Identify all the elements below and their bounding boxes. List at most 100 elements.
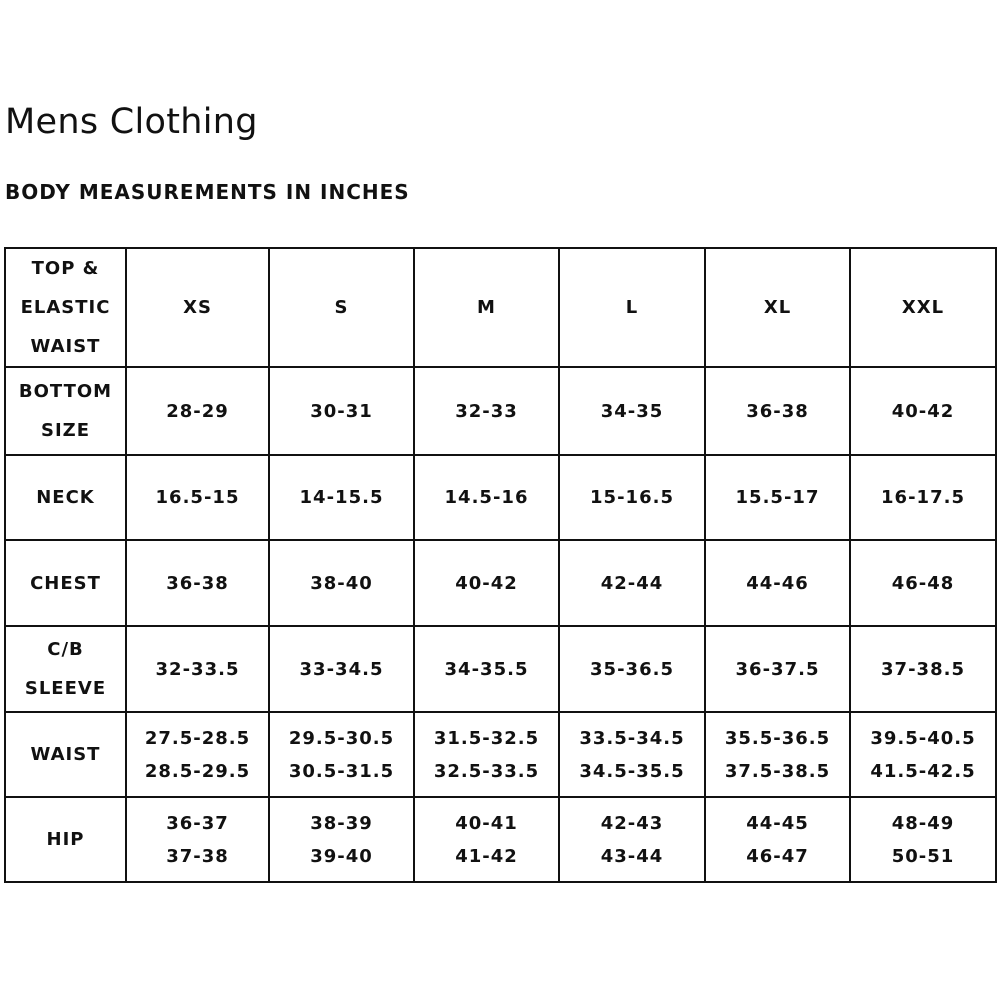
corner-header-line: ELASTIC <box>20 297 111 318</box>
measurement-value: 34-35.5 <box>444 658 529 680</box>
measurement-value: 44-45 <box>746 812 809 834</box>
size-header-cell: M <box>413 247 560 368</box>
measurement-cell: 31.5-32.5 32.5-33.5 <box>413 711 560 798</box>
measurement-cell: 37-38.5 <box>849 625 997 713</box>
measurement-value: 38-40 <box>310 572 373 594</box>
measurement-value: 32-33 <box>455 400 518 422</box>
measurement-value: 16.5-15 <box>155 487 240 508</box>
measurement-value: 38-39 <box>310 812 373 834</box>
measurement-value: 41.5-42.5 <box>870 760 976 782</box>
measurement-cell: 42-44 <box>558 539 706 627</box>
header-row: TOP & ELASTIC WAIST XS S M L XL XXL <box>4 247 997 368</box>
measurement-value: 50-51 <box>891 845 955 867</box>
measurement-cell: 48-49 50-51 <box>849 796 997 883</box>
corner-header-line: TOP & <box>31 258 100 279</box>
table-row: BOTTOM SIZE 28-29 30-31 32-33 34-35 36-38 40-42 <box>4 366 997 456</box>
measurement-cell: 33.5-34.5 34.5-35.5 <box>558 711 706 798</box>
measurement-value: 46-47 <box>746 845 809 867</box>
measurement-value: 33-34.5 <box>299 658 384 680</box>
measurement-cell: 34-35 <box>558 366 706 456</box>
row-label-cell: BOTTOM SIZE <box>4 366 127 456</box>
measurement-value: 46-48 <box>891 572 955 594</box>
measurement-cell: 16-17.5 <box>849 454 997 541</box>
measurement-cell: 34-35.5 <box>413 625 560 713</box>
measurement-cell: 27.5-28.5 28.5-29.5 <box>125 711 270 798</box>
measurement-value: 28.5-29.5 <box>144 760 251 782</box>
measurement-value: 41-42 <box>455 845 518 867</box>
measurement-value: 15-16.5 <box>590 487 674 508</box>
row-label-line: C/B <box>47 639 84 660</box>
row-label-cell: NECK <box>4 454 127 541</box>
measurement-value: 39.5-40.5 <box>870 727 976 749</box>
measurement-cell: 32-33 <box>413 366 560 456</box>
size-header-cell: L <box>558 247 706 368</box>
measurement-value: 32-33.5 <box>155 658 240 680</box>
measurement-value: 34-35 <box>600 400 664 422</box>
measurement-cell: 42-43 43-44 <box>558 796 706 883</box>
corner-header-cell: TOP & ELASTIC WAIST <box>4 247 127 368</box>
row-label-line: HIP <box>46 829 85 850</box>
table-row: NECK 16.5-15 14-15.5 14.5-16 15-16.5 15.5-17 1… <box>4 454 997 541</box>
row-label-line: CHEST <box>30 572 101 594</box>
measurement-cell: 15-16.5 <box>558 454 706 541</box>
row-label-line: SLEEVE <box>24 678 107 699</box>
measurement-cell: 32-33.5 <box>125 625 270 713</box>
measurement-value: 40-42 <box>455 572 518 594</box>
measurement-cell: 39.5-40.5 41.5-42.5 <box>849 711 997 798</box>
measurement-value: 31.5-32.5 <box>433 727 540 749</box>
measurement-value: 35-36.5 <box>590 658 674 680</box>
measurement-value: 27.5-28.5 <box>144 727 251 749</box>
measurement-cell: 28-29 <box>125 366 270 456</box>
measurement-cell: 30-31 <box>268 366 415 456</box>
measurement-value: 16-17.5 <box>881 487 965 508</box>
measurement-value: 36-38 <box>746 400 809 422</box>
page-subtitle: BODY MEASUREMENTS IN INCHES <box>5 180 410 204</box>
page-title: Mens Clothing <box>5 102 258 142</box>
measurement-cell: 44-46 <box>704 539 851 627</box>
measurement-value: 48-49 <box>891 812 955 834</box>
measurement-value: 35.5-36.5 <box>724 727 831 749</box>
measurement-cell: 38-40 <box>268 539 415 627</box>
row-label-line: WAIST <box>30 744 101 765</box>
row-label-line: BOTTOM <box>18 381 113 402</box>
size-header-cell: S <box>268 247 415 368</box>
measurement-cell: 36-37.5 <box>704 625 851 713</box>
measurement-cell: 36-37 37-38 <box>125 796 270 883</box>
table-row: CHEST 36-38 38-40 40-42 42-44 44-46 46-48 <box>4 539 997 627</box>
measurement-value: 40-41 <box>455 812 518 834</box>
row-label-cell: CHEST <box>4 539 127 627</box>
row-label-line: SIZE <box>40 420 90 441</box>
measurement-cell: 33-34.5 <box>268 625 415 713</box>
table-row: C/B SLEEVE 32-33.5 33-34.5 34-35.5 35-36.5 36-… <box>4 625 997 713</box>
measurement-value: 30.5-31.5 <box>288 760 395 782</box>
table-row: WAIST 27.5-28.5 28.5-29.5 29.5-30.5 30.5-31.… <box>4 711 997 798</box>
measurement-value: 43-44 <box>600 845 664 867</box>
size-header-cell: XS <box>125 247 270 368</box>
measurement-value: 15.5-17 <box>735 487 820 508</box>
table-row: HIP 36-37 37-38 38-39 39-40 40-41 41-42 42-43 43… <box>4 796 997 883</box>
measurement-value: 34.5-35.5 <box>579 760 685 782</box>
measurement-cell: 16.5-15 <box>125 454 270 541</box>
measurement-value: 42-43 <box>600 812 664 834</box>
measurement-value: 42-44 <box>600 572 664 594</box>
measurement-cell: 46-48 <box>849 539 997 627</box>
row-label-cell: C/B SLEEVE <box>4 625 127 713</box>
measurement-cell: 35.5-36.5 37.5-38.5 <box>704 711 851 798</box>
measurement-value: 32.5-33.5 <box>433 760 540 782</box>
measurement-cell: 36-38 <box>125 539 270 627</box>
measurement-value: 37.5-38.5 <box>724 760 831 782</box>
measurement-cell: 40-41 41-42 <box>413 796 560 883</box>
measurement-value: 28-29 <box>166 400 229 422</box>
measurement-cell: 44-45 46-47 <box>704 796 851 883</box>
measurement-cell: 36-38 <box>704 366 851 456</box>
measurement-cell: 14-15.5 <box>268 454 415 541</box>
row-label-cell: HIP <box>4 796 127 883</box>
measurement-cell: 38-39 39-40 <box>268 796 415 883</box>
measurement-value: 36-37 <box>166 812 229 834</box>
measurement-value: 14-15.5 <box>299 487 384 508</box>
measurement-cell: 29.5-30.5 30.5-31.5 <box>268 711 415 798</box>
measurement-value: 29.5-30.5 <box>288 727 395 749</box>
measurement-value: 40-42 <box>891 400 955 422</box>
measurement-cell: 40-42 <box>849 366 997 456</box>
measurement-value: 30-31 <box>310 400 373 422</box>
